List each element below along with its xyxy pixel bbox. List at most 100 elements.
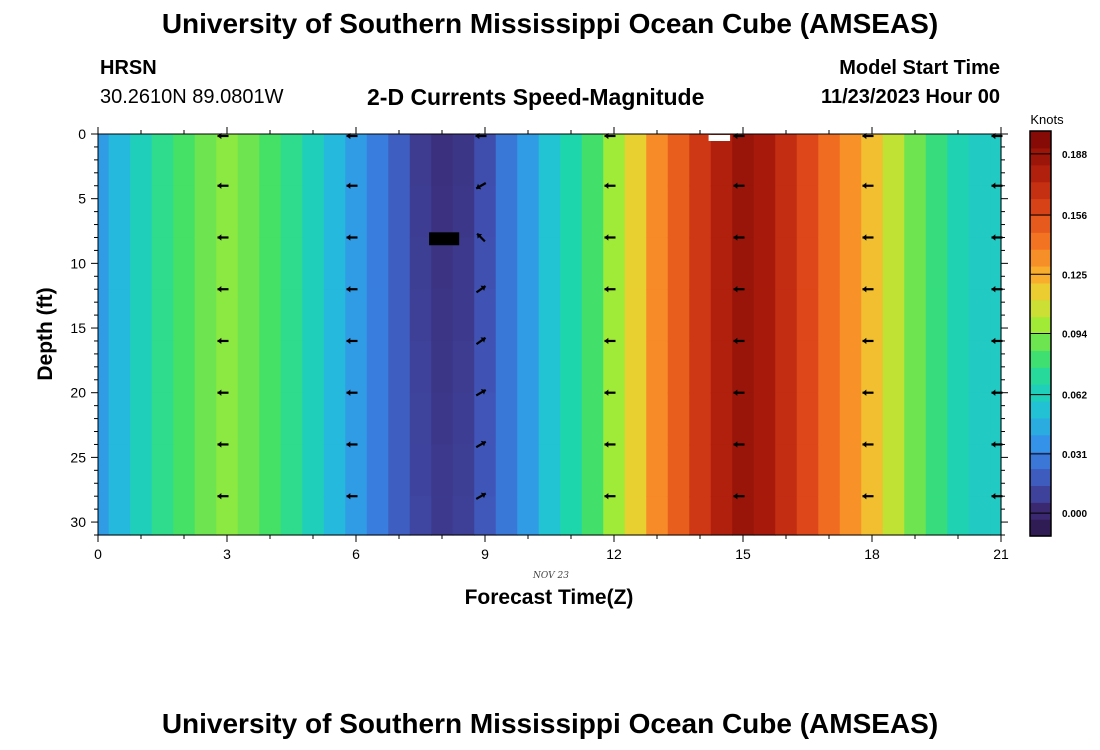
- heatmap-cell: [452, 340, 475, 394]
- heatmap-cell: [495, 237, 518, 290]
- heatmap-cell: [108, 237, 131, 290]
- heatmap-cell: [538, 444, 561, 497]
- heatmap-cell: [151, 237, 174, 290]
- current-vector-arrow: [733, 182, 745, 189]
- heatmap-cell: [431, 496, 454, 536]
- colorbar-segment: [1030, 485, 1051, 503]
- heatmap-cell: [108, 340, 131, 394]
- heatmap-cell: [839, 237, 862, 290]
- heatmap-cell: [302, 185, 325, 239]
- heatmap-cell: [839, 289, 862, 342]
- x-tick-label: 15: [735, 546, 751, 562]
- x-tick-label: 0: [94, 546, 102, 562]
- colorbar-segment: [1030, 147, 1051, 166]
- heatmap-cell: [603, 496, 626, 536]
- heatmap-cell: [646, 496, 669, 536]
- current-vector-arrow: [346, 234, 358, 241]
- heatmap-cell: [968, 340, 991, 394]
- heatmap-cell: [990, 392, 1002, 446]
- heatmap-cell: [925, 185, 948, 239]
- heatmap-cell: [603, 444, 626, 497]
- heatmap-cell: [366, 392, 389, 446]
- heatmap-cell: [452, 444, 475, 497]
- heatmap-cell: [796, 496, 819, 536]
- colorbar-segment: [1030, 401, 1051, 419]
- current-vector-arrow: [862, 337, 874, 345]
- heatmap-cell: [98, 392, 110, 446]
- current-vector-arrow: [862, 234, 874, 241]
- heatmap-cell: [345, 237, 368, 290]
- heatmap-cell: [732, 289, 755, 342]
- heatmap-cell: [431, 392, 454, 446]
- heatmap-cell: [925, 289, 948, 342]
- heatmap-cell: [925, 392, 948, 446]
- heatmap-cell: [689, 340, 712, 394]
- heatmap-cell: [302, 289, 325, 342]
- heatmap-cell: [818, 392, 841, 446]
- current-vector-arrow: [733, 337, 745, 345]
- heatmap-cell: [366, 185, 389, 239]
- heatmap-cell: [646, 185, 669, 239]
- heatmap-cell: [173, 134, 196, 187]
- heatmap-cell: [431, 185, 454, 239]
- heatmap-cell: [237, 496, 260, 536]
- heatmap-cell: [667, 340, 690, 394]
- heatmap-cell: [710, 496, 733, 536]
- chart-title: University of Southern Mississippi Ocean…: [161, 8, 939, 39]
- heatmap-cell: [710, 392, 733, 446]
- heatmap-cell: [431, 134, 454, 187]
- heatmap-cell: [560, 237, 583, 290]
- current-vector-arrow: [475, 389, 487, 397]
- current-vector-arrow: [346, 493, 358, 500]
- colorbar-segment: [1030, 333, 1051, 351]
- current-vector-arrow: [862, 286, 874, 293]
- heatmap-cell: [796, 340, 819, 394]
- heatmap-cell: [775, 444, 798, 497]
- heatmap-cell: [173, 185, 196, 239]
- heatmap-cell: [130, 237, 153, 290]
- heatmap-cell: [409, 392, 432, 446]
- colorbar-segment: [1030, 417, 1051, 436]
- heatmap-cell: [624, 237, 647, 290]
- y-tick-label: 15: [70, 320, 86, 336]
- heatmap-cell: [560, 444, 583, 497]
- heatmap-cell: [947, 496, 970, 536]
- current-vector-arrow: [217, 389, 229, 396]
- heatmap-cell: [366, 289, 389, 342]
- colorbar-tick-label: 0.000: [1062, 509, 1087, 520]
- heatmap-cell: [990, 134, 1002, 187]
- heatmap-cell: [98, 134, 110, 187]
- heatmap-cell: [237, 392, 260, 446]
- chart-subtitle: 2-D Currents Speed-Magnitude: [367, 84, 705, 110]
- current-vector-arrow: [346, 286, 358, 293]
- heatmap-cell: [173, 289, 196, 342]
- heatmap-cell: [388, 392, 411, 446]
- heatmap-cell: [689, 134, 712, 187]
- heatmap-cell: [646, 340, 669, 394]
- x-axis: 0 3 6 9 12 15 18 21: [94, 127, 1009, 562]
- heatmap-cell: [216, 185, 239, 239]
- heatmap-cell: [560, 392, 583, 446]
- colorbar-segment: [1030, 198, 1051, 216]
- heatmap-cell: [259, 185, 282, 239]
- current-vector-arrow: [475, 492, 487, 500]
- heatmap-cell: [947, 134, 970, 187]
- current-vector-arrow: [862, 493, 874, 500]
- heatmap-cell: [689, 237, 712, 290]
- heatmap-cell: [968, 237, 991, 290]
- heatmap-cell: [474, 340, 497, 394]
- heatmap-cell: [495, 340, 518, 394]
- heatmap-cell: [753, 134, 776, 187]
- heatmap-cell: [151, 392, 174, 446]
- colorbar-segment: [1030, 181, 1051, 200]
- heatmap-cell: [409, 134, 432, 187]
- heatmap-cell: [689, 289, 712, 342]
- heatmap-cell: [388, 444, 411, 497]
- y-tick-label: 5: [78, 191, 86, 207]
- current-vector-arrow: [217, 337, 229, 345]
- heatmap-cell: [667, 392, 690, 446]
- heatmap-cell: [538, 392, 561, 446]
- current-vector-arrow: [475, 440, 487, 449]
- heatmap-cell: [151, 289, 174, 342]
- heatmap-cell: [689, 444, 712, 497]
